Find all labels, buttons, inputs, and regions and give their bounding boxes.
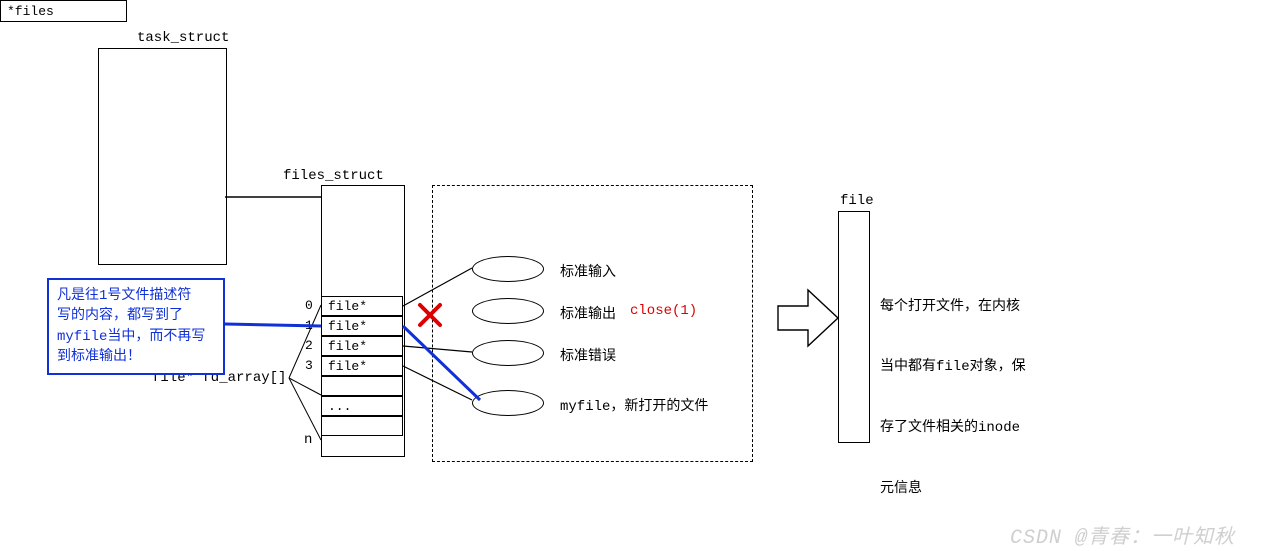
file-ellipse-3 [472, 390, 544, 416]
note-line-0: 凡是往1号文件描述符 [57, 286, 215, 306]
note-line-2: myfile当中，而不再写 [57, 327, 215, 347]
file-ellipse-1 [472, 298, 544, 324]
file-ellipse-label-3: myfile，新打开的文件 [560, 395, 708, 415]
task-struct-files-cell: *files [0, 0, 127, 22]
fd-row-3: file* [321, 356, 403, 376]
fd-row-4 [321, 376, 403, 396]
watermark: CSDN @青春：一叶知秋 [1010, 520, 1235, 550]
file-ellipse-label-1: 标准输出 [560, 303, 616, 323]
file-ellipse-label-0: 标准输入 [560, 261, 616, 281]
file-box [838, 211, 870, 443]
file-ellipse-label-2: 标准错误 [560, 345, 616, 365]
fd-row-0: file* [321, 296, 403, 316]
file-desc-1: 当中都有file对象，保 [880, 357, 1026, 377]
file-ellipse-extra-1: close(1) [630, 303, 697, 319]
task-struct-title: task_struct [137, 30, 229, 46]
task-struct-files-label: *files [7, 4, 54, 19]
file-ellipse-0 [472, 256, 544, 282]
file-desc: 每个打开文件，在内核 当中都有file对象，保 存了文件相关的inode 元信息 [880, 256, 1026, 520]
file-desc-0: 每个打开文件，在内核 [880, 297, 1026, 317]
note-box: 凡是往1号文件描述符 写的内容，都写到了 myfile当中，而不再写 到标准输出… [47, 278, 225, 375]
file-ellipse-2 [472, 340, 544, 366]
file-desc-2: 存了文件相关的inode [880, 418, 1026, 438]
fd-row-2: file* [321, 336, 403, 356]
fd-index-3: 3 [305, 358, 313, 373]
file-title: file [840, 193, 874, 209]
note-line-1: 写的内容，都写到了 [57, 306, 215, 326]
fd-row-1: file* [321, 316, 403, 336]
dashed-region [432, 185, 753, 462]
file-desc-3: 元信息 [880, 479, 1026, 499]
task-struct-box [98, 48, 227, 265]
fd-row-6 [321, 416, 403, 436]
note-line-3: 到标准输出！ [57, 347, 215, 367]
fd-n-label: n [304, 432, 312, 448]
fd-index-1: 1 [305, 318, 313, 333]
fd-index-2: 2 [305, 338, 313, 353]
fd-row-5: ... [321, 396, 403, 416]
files-struct-title: files_struct [283, 168, 384, 184]
fd-index-0: 0 [305, 298, 313, 313]
